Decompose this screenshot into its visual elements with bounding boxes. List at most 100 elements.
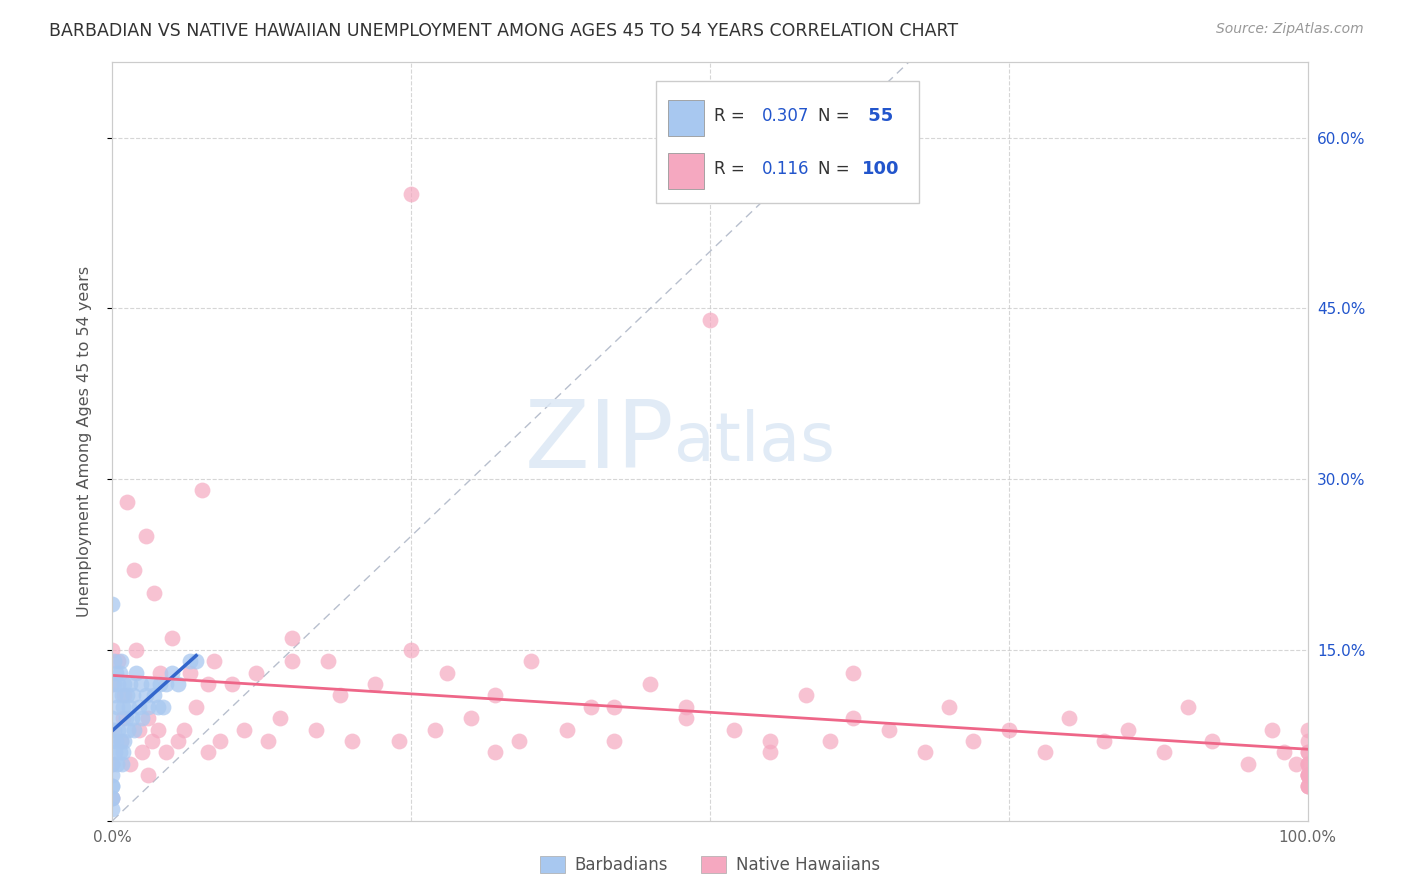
Point (1237, 756, 1260, 771)
Point (101, 643, 124, 657)
Point (111, 689, 134, 703)
Point (1261, 723, 1284, 737)
Point (579, 699, 602, 714)
Text: 100: 100 (862, 161, 900, 178)
Point (1296, 745, 1319, 759)
Point (114, 689, 135, 703)
Point (104, 745, 127, 759)
Point (245, 665, 267, 680)
Point (101, 790, 124, 805)
Point (401, 187, 423, 202)
Point (101, 768, 124, 782)
Point (1296, 768, 1319, 782)
Point (111, 756, 134, 771)
Point (179, 654, 201, 668)
Text: R =: R = (714, 161, 749, 178)
Point (108, 745, 131, 759)
Point (316, 654, 339, 668)
Point (105, 699, 128, 714)
Point (269, 711, 291, 725)
Point (257, 734, 280, 748)
Point (436, 665, 458, 680)
Point (202, 654, 225, 668)
Point (1057, 711, 1080, 725)
Point (107, 654, 129, 668)
Point (105, 665, 128, 680)
Point (1296, 745, 1319, 759)
FancyBboxPatch shape (657, 81, 920, 202)
Point (115, 495, 138, 509)
Point (121, 689, 143, 703)
Point (1177, 699, 1199, 714)
Point (101, 790, 124, 805)
Point (101, 790, 124, 805)
Text: BARBADIAN VS NATIVE HAWAIIAN UNEMPLOYMENT AMONG AGES 45 TO 54 YEARS CORRELATION : BARBADIAN VS NATIVE HAWAIIAN UNEMPLOYMEN… (49, 22, 959, 40)
Point (233, 723, 256, 737)
Point (110, 654, 132, 668)
Point (146, 723, 169, 737)
Point (191, 483, 214, 498)
Text: 0.116: 0.116 (762, 161, 808, 178)
Point (110, 734, 132, 748)
Point (118, 699, 141, 714)
Point (364, 677, 387, 691)
Point (101, 780, 124, 794)
Point (842, 665, 865, 680)
Point (128, 723, 150, 737)
Point (1296, 756, 1319, 771)
Point (135, 529, 157, 543)
Point (794, 689, 817, 703)
Point (1296, 756, 1319, 771)
Point (108, 665, 131, 680)
Text: N =: N = (818, 107, 855, 125)
Point (305, 723, 328, 737)
Point (401, 643, 423, 657)
Point (938, 699, 960, 714)
Point (460, 711, 482, 725)
Point (329, 689, 352, 703)
Point (425, 723, 447, 737)
Point (186, 654, 208, 668)
Point (167, 734, 190, 748)
Point (1272, 745, 1295, 759)
Point (603, 734, 626, 748)
Point (101, 723, 124, 737)
Point (842, 711, 865, 725)
Point (818, 734, 841, 748)
Point (149, 677, 172, 691)
Point (104, 689, 127, 703)
Point (1118, 723, 1140, 737)
Point (1296, 780, 1319, 794)
Point (149, 665, 172, 680)
Point (155, 677, 177, 691)
Point (1296, 734, 1319, 748)
Point (128, 699, 150, 714)
Point (143, 689, 166, 703)
Point (138, 768, 160, 782)
Point (138, 699, 160, 714)
Point (179, 665, 201, 680)
Point (114, 711, 136, 725)
Point (484, 689, 506, 703)
Text: Source: ZipAtlas.com: Source: ZipAtlas.com (1216, 22, 1364, 37)
Point (139, 677, 162, 691)
Point (508, 734, 530, 748)
Point (120, 677, 142, 691)
Point (520, 654, 543, 668)
Point (115, 689, 138, 703)
Point (1153, 745, 1175, 759)
Point (221, 677, 243, 691)
Point (675, 711, 697, 725)
Text: R =: R = (714, 107, 749, 125)
Legend: Barbadians, Native Hawaiians: Barbadians, Native Hawaiians (533, 849, 887, 880)
Point (112, 745, 135, 759)
Point (155, 745, 177, 759)
Point (105, 734, 128, 748)
Point (1285, 756, 1308, 771)
Point (152, 699, 174, 714)
Point (281, 654, 304, 668)
Point (759, 745, 782, 759)
Text: 0.307: 0.307 (762, 107, 808, 125)
Point (998, 723, 1021, 737)
Point (131, 745, 153, 759)
